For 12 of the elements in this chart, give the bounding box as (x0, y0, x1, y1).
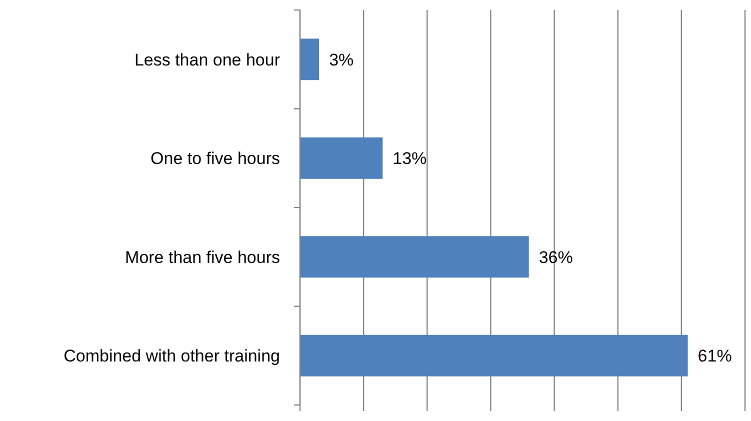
data-label: 36% (538, 248, 573, 267)
y-tick-label: Combined with other training (64, 346, 280, 366)
bar (300, 38, 320, 80)
data-label: 13% (392, 149, 427, 168)
data-label: 3% (329, 50, 354, 70)
data-label: 61% (698, 346, 732, 366)
y-tick-label: One to five hours (150, 149, 280, 168)
bar (300, 334, 688, 376)
y-tick-label: More than five hours (125, 248, 280, 267)
y-tick-label: Less than one hour (134, 50, 280, 70)
bar (300, 137, 383, 179)
bar (300, 236, 529, 278)
